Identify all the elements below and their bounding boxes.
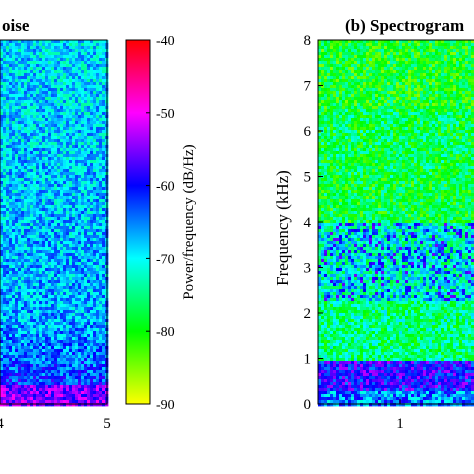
right-heatmap — [318, 40, 474, 407]
left-title: oise — [2, 16, 30, 35]
colorbar-tick-label: -70 — [156, 252, 175, 267]
left-axes-box — [0, 39, 108, 405]
right-x-tick-label: 1 — [396, 416, 404, 432]
right-y-tick-label: 4 — [304, 215, 312, 231]
right-y-tick-label: 2 — [304, 306, 312, 322]
right-title: (b) Spectrogram — [345, 16, 464, 35]
colorbar-label: Power/frequency (dB/Hz) — [181, 144, 197, 299]
right-y-tick-label: 1 — [304, 352, 312, 368]
colorbar: -40 -50 -60 -70 -80 -90 Power/frequency (dB/H… — [125, 34, 197, 413]
left-heatmap — [0, 40, 109, 407]
right-y-tick-label: 6 — [304, 124, 312, 140]
right-y-tick-label: 3 — [304, 261, 312, 277]
right-y-tick-label: 5 — [304, 170, 312, 186]
colorbar-ticks: -40 -50 -60 -70 -80 -90 — [146, 34, 175, 413]
left-x-tick-label: 5 — [103, 416, 111, 432]
right-y-axis-label: Frequency (kHz) — [273, 170, 292, 286]
colorbar-tick-label: -50 — [156, 107, 175, 122]
right-y-tick-label: 7 — [304, 79, 312, 95]
colorbar-tick-label: -60 — [156, 180, 175, 195]
right-y-tick-label: 0 — [304, 397, 312, 413]
right-x-ticks: 1 — [396, 399, 404, 432]
right-y-tick-label: 8 — [304, 33, 312, 49]
colorbar-tick-label: -40 — [156, 34, 175, 49]
left-x-tick-label: 4 — [0, 416, 4, 432]
colorbar-tick-label: -90 — [156, 398, 175, 413]
right-panel: (b) Spectrogram Frequency (kHz) 0 1 2 3 4 5 6 7… — [273, 16, 474, 432]
right-y-ticks: 0 1 2 3 4 5 6 7 8 — [304, 33, 323, 413]
colorbar-tick-label: -80 — [156, 325, 175, 340]
colorbar-gradient — [125, 39, 151, 405]
